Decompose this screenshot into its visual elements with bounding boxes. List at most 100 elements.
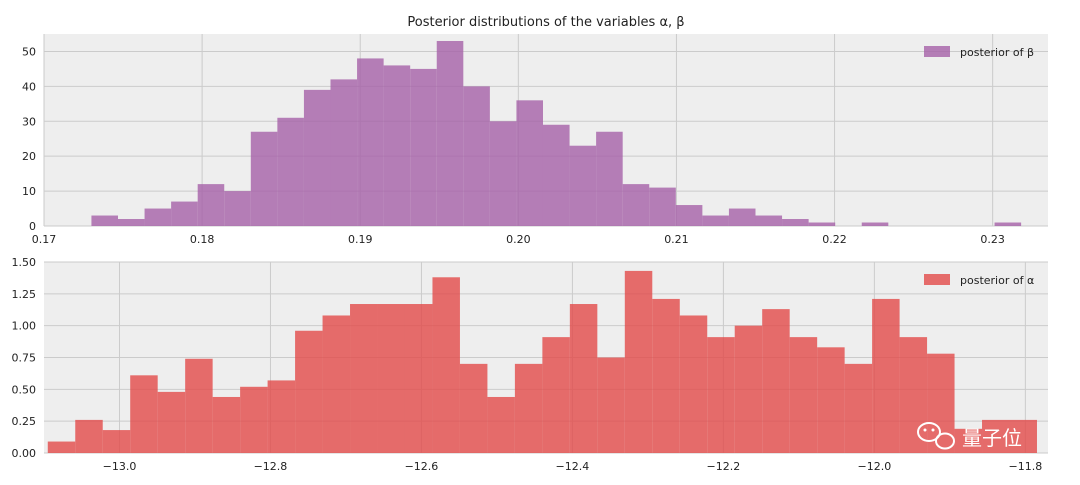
top-y-tick-label: 0 (29, 220, 36, 233)
bottom-histogram-bar (404, 304, 433, 453)
top-legend-label: posterior of β (960, 46, 1034, 59)
bottom-y-tick-label: 1.25 (12, 288, 37, 301)
top-histogram-bar (649, 187, 676, 226)
top-histogram-bar (144, 208, 172, 226)
bottom-histogram-bar (212, 396, 241, 453)
bottom-histogram-bar (927, 353, 955, 453)
top-y-tick-label: 30 (22, 115, 36, 128)
bottom-histogram-bar (624, 270, 653, 453)
bottom-x-tick-label: −12.8 (254, 460, 288, 473)
bottom-histogram-bar (47, 441, 76, 453)
bottom-legend-label: posterior of α (960, 274, 1034, 287)
bottom-legend-swatch (924, 274, 950, 285)
bottom-y-tick-label: 1.50 (12, 256, 37, 269)
bottom-x-tick-labels: −13.0 −12.8 −12.6 −12.4 −12.2 −12.0 −11.8 (103, 460, 1043, 473)
bottom-histogram-bar (707, 337, 735, 453)
bottom-legend: posterior of α (924, 274, 1034, 287)
top-histogram-bar (224, 191, 251, 226)
bottom-histogram-bar (872, 298, 900, 453)
top-histogram-bar (436, 40, 464, 227)
top-histogram-bar (994, 222, 1022, 226)
bottom-histogram-bar (432, 277, 460, 453)
bottom-histogram-bar (267, 380, 296, 453)
top-histogram-bar (516, 100, 543, 226)
top-legend-swatch (924, 46, 950, 57)
top-histogram-bar (303, 89, 331, 226)
top-histogram-bar (91, 215, 118, 226)
top-x-tick-label: 0.20 (506, 233, 531, 246)
top-x-tick-label: 0.18 (190, 233, 215, 246)
top-y-tick-label: 40 (22, 80, 36, 93)
bottom-histogram-bar (569, 304, 598, 453)
bottom-panel: −13.0 −12.8 −12.6 −12.4 −12.2 −12.0 −11.8 0.00… (12, 256, 1048, 473)
bottom-histogram-bar (982, 419, 1010, 453)
top-histogram-bar (596, 131, 623, 226)
top-histogram-bar (622, 184, 650, 226)
top-y-tick-label: 20 (22, 150, 36, 163)
top-histogram-bar (702, 215, 729, 226)
top-y-tick-labels: 0 10 20 30 40 50 (22, 45, 36, 233)
top-histogram-bar (250, 131, 278, 226)
bottom-y-tick-label: 0.50 (12, 383, 37, 396)
bottom-histogram-bar (487, 396, 515, 453)
top-histogram-bar (675, 205, 703, 226)
bottom-histogram-bar (597, 357, 625, 453)
bottom-y-tick-label: 0.25 (12, 415, 37, 428)
top-x-tick-labels: 0.17 0.18 0.19 0.20 0.21 0.22 0.23 (32, 233, 1005, 246)
top-histogram-bar (782, 219, 809, 226)
bottom-y-tick-labels: 0.00 0.25 0.50 0.75 1.00 1.25 1.50 (12, 256, 37, 460)
bottom-histogram-bar (789, 337, 818, 453)
top-histogram-bar (117, 219, 145, 226)
wechat-icon (917, 422, 955, 450)
bottom-x-tick-label: −11.8 (1008, 460, 1042, 473)
bottom-x-tick-label: −13.0 (103, 460, 137, 473)
bottom-y-tick-label: 1.00 (12, 320, 37, 333)
bottom-histogram-bar (102, 430, 131, 453)
watermark-text: 量子位 (962, 426, 1022, 450)
bottom-histogram-bar (350, 304, 378, 453)
watermark: 量子位 (917, 422, 1022, 450)
bottom-histogram-bar (295, 330, 323, 453)
top-histogram-bar (542, 124, 570, 226)
top-bars (91, 40, 1022, 227)
top-histogram-bar (755, 215, 783, 226)
top-x-tick-label: 0.19 (348, 233, 373, 246)
bottom-histogram-bar (762, 309, 790, 453)
bottom-histogram-bar (377, 304, 405, 453)
bottom-histogram-bar (652, 298, 680, 453)
top-histogram-bar (463, 86, 490, 226)
top-histogram-bar (410, 68, 437, 226)
bottom-x-tick-label: −12.0 (858, 460, 892, 473)
top-y-tick-label: 10 (22, 185, 36, 198)
bottom-x-tick-label: −12.4 (556, 460, 590, 473)
bottom-histogram-bar (1009, 419, 1037, 453)
bottom-y-tick-label: 0.00 (12, 447, 37, 460)
top-histogram-bar (861, 222, 889, 226)
top-histogram-bar (808, 222, 836, 226)
bottom-x-tick-label: −12.2 (707, 460, 741, 473)
bottom-histogram-bar (679, 315, 708, 453)
top-histogram-bar (277, 117, 304, 226)
bottom-histogram-bar (322, 315, 351, 453)
top-legend: posterior of β (924, 46, 1034, 59)
top-histogram-bar (197, 184, 225, 226)
top-panel: 0.17 0.18 0.19 0.20 0.21 0.22 0.23 0 10 20 30 40 50… (22, 34, 1048, 246)
bottom-histogram-bar (157, 391, 186, 453)
top-x-tick-label: 0.17 (32, 233, 57, 246)
bottom-histogram-bar (240, 386, 268, 453)
top-x-tick-label: 0.22 (822, 233, 847, 246)
top-histogram-bar (489, 121, 517, 226)
bottom-histogram-bar (459, 363, 488, 453)
bottom-histogram-bar (954, 428, 983, 453)
top-x-tick-label: 0.23 (980, 233, 1005, 246)
bottom-histogram-bar (817, 347, 845, 453)
bottom-histogram-bar (899, 337, 928, 453)
top-histogram-bar (330, 79, 358, 226)
bottom-histogram-bar (130, 375, 158, 453)
bottom-histogram-bar (185, 358, 213, 453)
top-histogram-bar (728, 208, 756, 226)
bottom-x-tick-label: −12.6 (405, 460, 439, 473)
bottom-bars (47, 270, 1037, 453)
top-y-tick-label: 50 (22, 45, 36, 58)
